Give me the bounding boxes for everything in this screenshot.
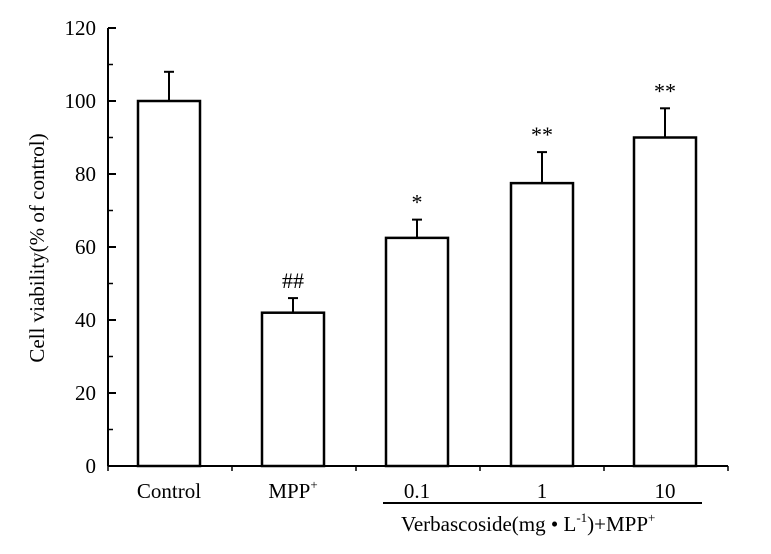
x-tick-label: Control <box>137 479 201 503</box>
group-label-rest: )+MPP <box>587 512 648 536</box>
x-tick-label: 10 <box>655 479 676 503</box>
group-label: Verbascoside(mg • L-1)+MPP+ <box>401 510 655 536</box>
y-tick-label: 100 <box>65 89 97 113</box>
y-tick-label: 0 <box>86 454 97 478</box>
significance-marker: * <box>412 190 423 215</box>
x-axis: Control MPP+ 0.1 1 10 <box>107 465 729 503</box>
x-tick-label: MPP+ <box>268 477 317 503</box>
bar <box>384 236 450 468</box>
significance-marker: ## <box>282 268 304 293</box>
y-axis-label: Cell viability(% of control) <box>25 133 49 362</box>
significance-marker: ** <box>531 122 553 147</box>
group-label-exponent: -1 <box>576 510 587 525</box>
y-tick-label: 120 <box>65 16 97 40</box>
x-tick-label: 1 <box>537 479 548 503</box>
group-label-superscript: + <box>648 510 655 525</box>
bars: ##***** <box>136 70 698 468</box>
y-tick-label: 60 <box>75 235 96 259</box>
y-tick-label: 20 <box>75 381 96 405</box>
bar <box>632 136 698 468</box>
y-tick-label: 40 <box>75 308 96 332</box>
bar <box>136 99 202 468</box>
y-axis: 0 20 40 60 80 100 120 <box>65 16 116 478</box>
x-tick-label: 0.1 <box>404 479 430 503</box>
y-tick-label: 80 <box>75 162 96 186</box>
bar <box>509 181 575 468</box>
significance-marker: ** <box>654 78 676 103</box>
group-label-main: Verbascoside(mg • L <box>401 512 576 536</box>
bar <box>260 311 326 468</box>
